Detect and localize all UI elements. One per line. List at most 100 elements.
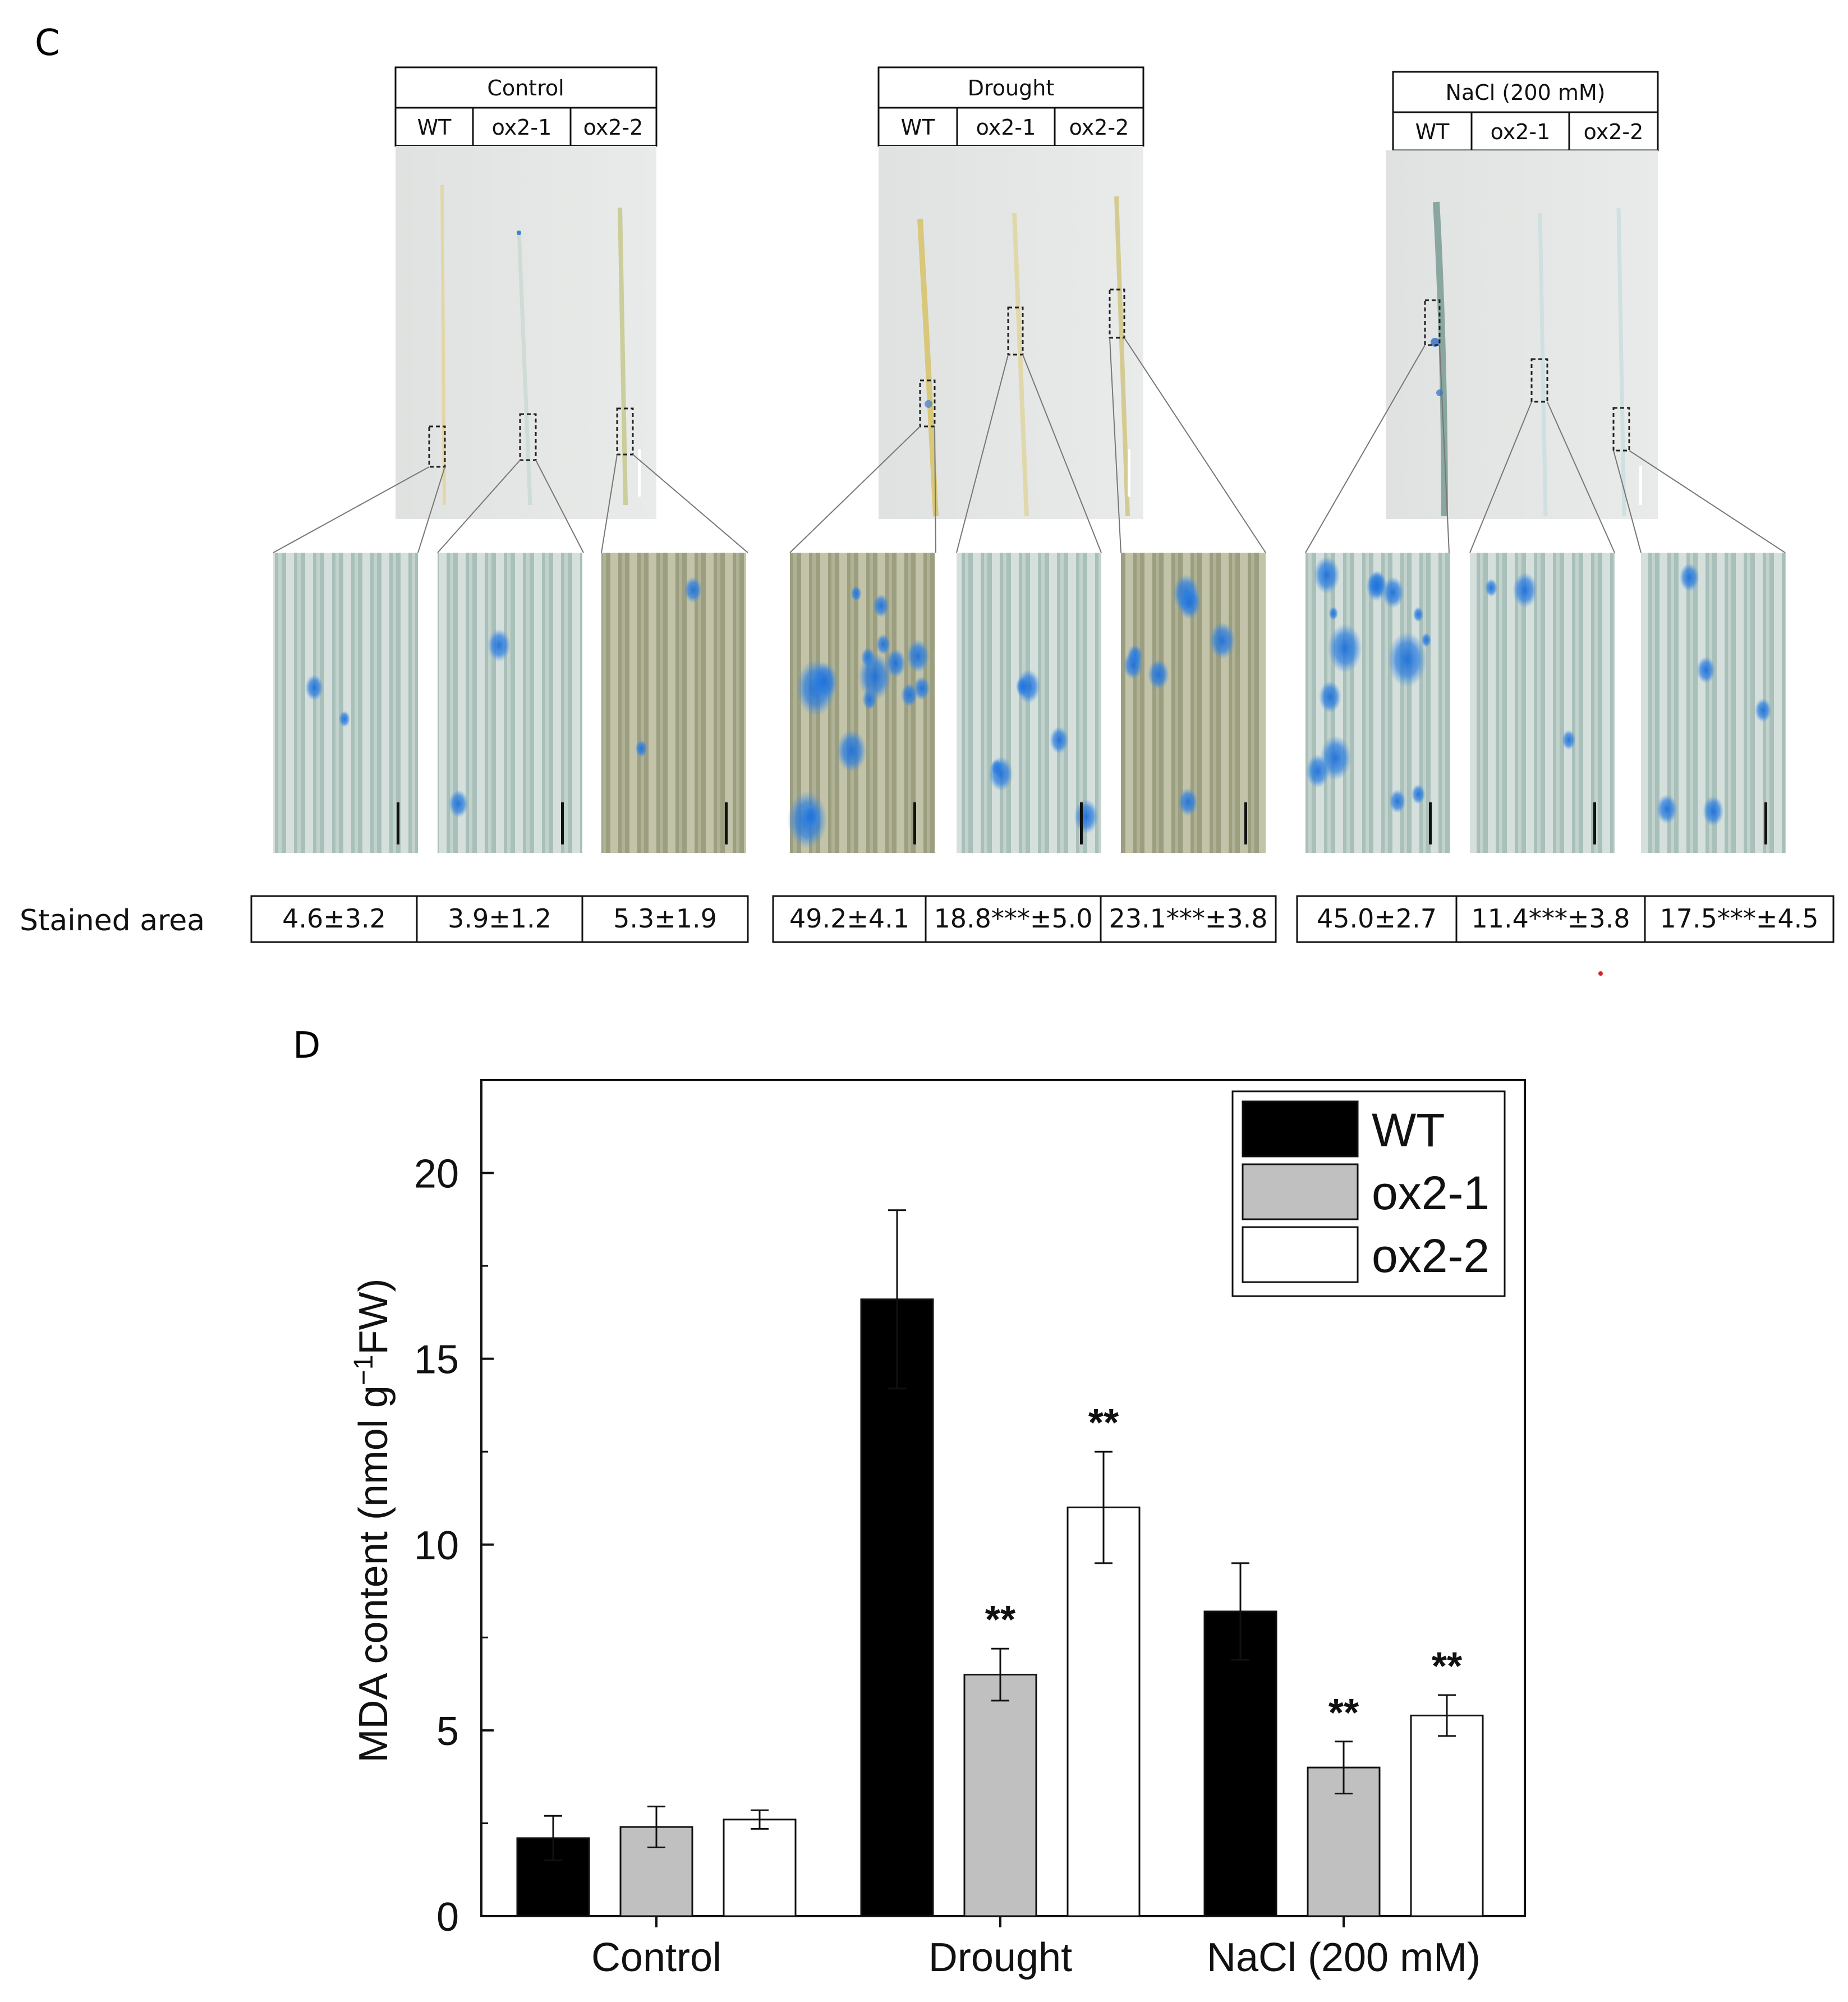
stain-spot [1697, 656, 1716, 684]
stain-spot [488, 628, 511, 662]
y-tick-label: 0 [436, 1895, 459, 1940]
scale-bar [1593, 802, 1596, 844]
stain-spot [1561, 729, 1576, 750]
stain-spot [1178, 586, 1201, 619]
group-title: NaCl (200 mM) [1446, 80, 1606, 105]
scale-bar [1244, 802, 1247, 844]
stain-spot [1328, 607, 1339, 621]
stained-area-value: 4.6±3.2 [282, 903, 386, 934]
stained-area-label: Stained area [20, 904, 205, 938]
zoom-region [1530, 358, 1548, 403]
stain-spot [1513, 572, 1538, 608]
legend-swatch [1242, 1100, 1359, 1158]
stain-spot [1318, 681, 1341, 713]
legend-swatch [1242, 1163, 1359, 1220]
stain-spot [989, 756, 1013, 792]
x-tick-label: Drought [928, 1935, 1072, 1980]
column-header-ox2-2: ox2-2 [583, 115, 643, 140]
mda-bar-chart: 0 5 10 15 20 MDA content (nmol g−1FW) Control *… [349, 1079, 1526, 1980]
stained-area-value: 49.2±4.1 [789, 903, 909, 934]
scale-bar [1080, 802, 1083, 844]
bar-ox2-2 [1066, 1507, 1141, 1917]
panel-c-label: C [35, 22, 60, 64]
stain-spot [811, 662, 838, 701]
red-dot [1598, 971, 1603, 976]
leaf-closeup-image [273, 553, 418, 853]
stain-spot [858, 653, 892, 701]
stain-spot [1074, 799, 1098, 834]
significance-marker: ** [1432, 1644, 1463, 1688]
stain-spot [1147, 659, 1169, 690]
stained-area-value: 18.8***±5.0 [934, 903, 1092, 934]
stained-area-value: 11.4***±3.8 [1471, 903, 1630, 934]
column-header-ox2-2: ox2-2 [1069, 115, 1129, 140]
whole-leaf-photo [1386, 150, 1658, 519]
stain-spot [1313, 556, 1340, 594]
leaf-closeup-image [601, 553, 746, 853]
stain-spot [900, 683, 918, 708]
group-title: Control [487, 76, 564, 100]
legend-swatch [1242, 1226, 1359, 1283]
group-control: Control WT ox2-1 ox2-2 [273, 66, 748, 553]
stain-spot [1484, 578, 1498, 597]
stain-spot [836, 729, 867, 773]
significance-marker: ** [1088, 1401, 1119, 1444]
leaf-blade [1012, 213, 1029, 517]
column-header-box [877, 107, 1144, 147]
stain-spot [338, 710, 351, 727]
legend-label: ox2-2 [1372, 1229, 1490, 1282]
leaf-blade [1616, 207, 1626, 517]
whole-leaf-photo [879, 146, 1143, 519]
stain-spot [684, 577, 702, 603]
stain-spot [448, 789, 468, 818]
significance-marker: ** [985, 1597, 1016, 1641]
y-tick-label: 10 [414, 1523, 459, 1568]
leaf-blade [1538, 213, 1548, 517]
leaf-blade [618, 207, 628, 506]
stain-spot [1679, 563, 1699, 592]
stain-spot [872, 594, 889, 618]
stained-area-value: 23.1***±3.8 [1109, 903, 1267, 934]
y-tick-label: 20 [414, 1152, 459, 1197]
x-tick-label: Control [591, 1935, 721, 1980]
group-title-box [877, 66, 1144, 109]
close-up-images [273, 553, 1786, 853]
leaf-blade [1114, 196, 1130, 517]
scale-bar [1429, 802, 1432, 844]
stained-area-value: 3.9±1.2 [448, 903, 551, 934]
stained-area-table [772, 895, 1277, 943]
stained-area-value: 17.5***±4.5 [1659, 903, 1818, 934]
column-header-ox2-2: ox2-2 [1584, 120, 1644, 144]
legend-label: ox2-1 [1372, 1167, 1490, 1219]
stain-spot [1656, 794, 1677, 824]
stain-spot [802, 804, 820, 829]
stained-area-tables: 4.6±3.2 3.9±1.2 5.3±1.9 49.2±4.1 18.8***±5.0… [250, 895, 1835, 943]
zoom-region [919, 379, 936, 428]
y-tick-label: 15 [414, 1338, 459, 1383]
stain-spot [1049, 726, 1069, 754]
stained-area-table [250, 895, 749, 943]
stain-spot [906, 639, 930, 673]
stain-spot [1389, 789, 1406, 814]
stain-spot [1413, 607, 1424, 622]
leaf-closeup-image [1470, 553, 1615, 853]
scale-bar [913, 802, 916, 844]
leaf-blade [917, 218, 939, 517]
column-header-wt: WT [1415, 120, 1450, 144]
significance-marker: ** [1328, 1691, 1359, 1734]
zoom-region [616, 407, 634, 456]
stain-spot [1015, 676, 1030, 697]
stain-spot [1123, 651, 1143, 679]
x-tick-label: NaCl (200 mM) [1207, 1935, 1481, 1980]
stain-spot [1209, 622, 1235, 659]
group-title: Drought [968, 76, 1055, 100]
stained-area-value: 45.0±2.7 [1317, 903, 1437, 934]
y-axis-label: MDA content (nmol g−1FW) [349, 1279, 396, 1763]
bar-ox2-2 [723, 1819, 797, 1917]
bar-ox2-2 [1410, 1714, 1484, 1917]
legend-label: WT [1372, 1104, 1445, 1156]
column-header-ox2-1: ox2-1 [976, 115, 1036, 140]
column-header-wt: WT [417, 115, 452, 140]
group-drought: Drought WT ox2-1 ox2-2 [789, 66, 1266, 553]
bar-ox2-1 [963, 1674, 1037, 1917]
